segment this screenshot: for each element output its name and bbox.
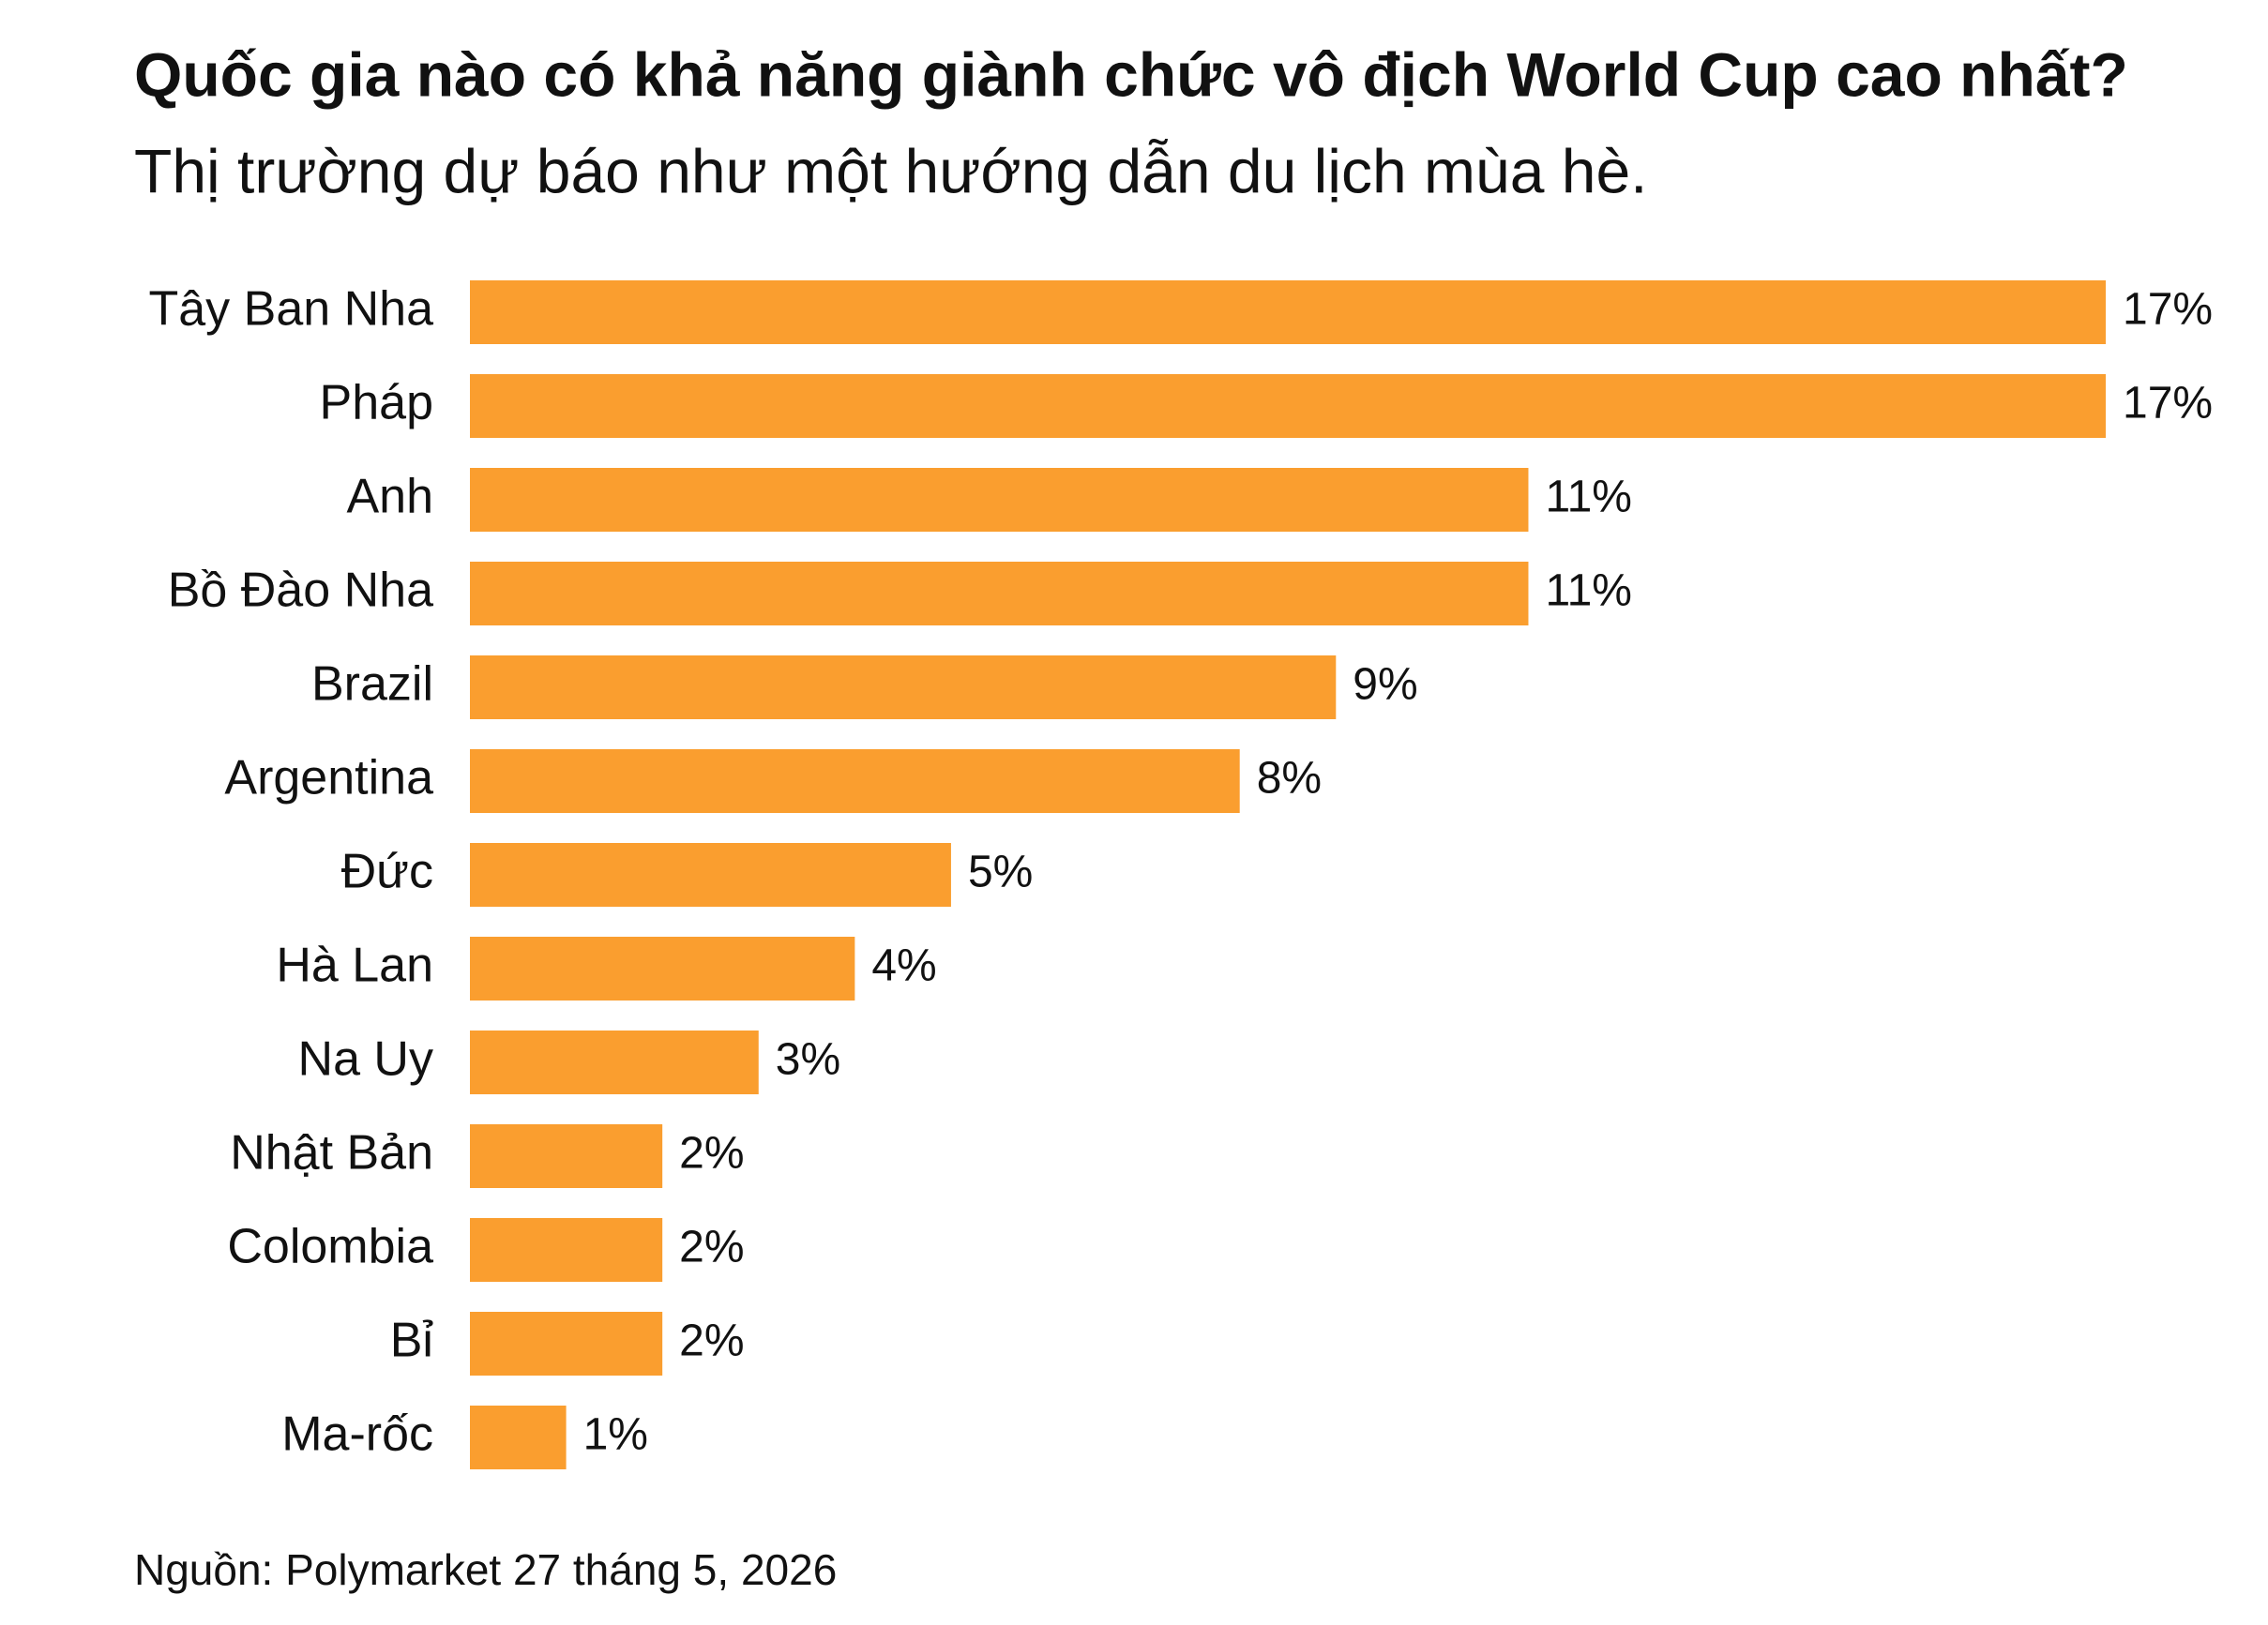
bar (470, 374, 2106, 438)
category-label: Pháp (320, 376, 433, 430)
value-label: 2% (679, 1317, 744, 1366)
category-label: Bỉ (390, 1314, 434, 1368)
bar (470, 1124, 663, 1188)
category-label: Colombia (227, 1220, 433, 1274)
bar (470, 468, 1529, 532)
bar (470, 562, 1529, 625)
category-label: Na Uy (298, 1032, 433, 1087)
value-label: 9% (1353, 660, 1417, 710)
category-label: Nhật Bản (230, 1126, 433, 1181)
bar (470, 1312, 663, 1376)
bar (470, 655, 1337, 719)
value-label: 2% (679, 1223, 744, 1272)
category-label: Hà Lan (276, 939, 433, 993)
value-label: 2% (679, 1129, 744, 1179)
value-label: 11% (1545, 473, 1632, 522)
chart-title: Quốc gia nào có khả năng giành chức vô đ… (134, 39, 2128, 109)
value-label: 5% (968, 848, 1033, 897)
category-label: Argentina (224, 751, 433, 805)
bar (470, 1031, 759, 1094)
chart-subtitle: Thị trường dự báo như một hướng dẫn du l… (134, 136, 1648, 205)
category-label: Bồ Đào Nha (168, 564, 433, 618)
value-label: 1% (583, 1410, 648, 1460)
value-label: 4% (871, 941, 936, 991)
bar (470, 749, 1240, 813)
value-label: 17% (2123, 379, 2213, 429)
bar (470, 843, 951, 907)
value-label: 8% (1257, 754, 1322, 804)
category-label: Anh (346, 470, 433, 524)
value-label: 17% (2123, 285, 2213, 335)
category-label: Brazil (311, 657, 433, 712)
bar (470, 280, 2106, 344)
bar (470, 937, 855, 1001)
bar (470, 1406, 567, 1469)
category-label: Ma-rốc (281, 1407, 433, 1462)
category-label: Đức (341, 845, 433, 899)
category-label: Tây Ban Nha (149, 282, 434, 337)
bar (470, 1218, 663, 1282)
value-label: 3% (776, 1035, 840, 1085)
source-note: Nguồn: Polymarket 27 tháng 5, 2026 (134, 1545, 837, 1594)
value-label: 11% (1545, 566, 1632, 616)
